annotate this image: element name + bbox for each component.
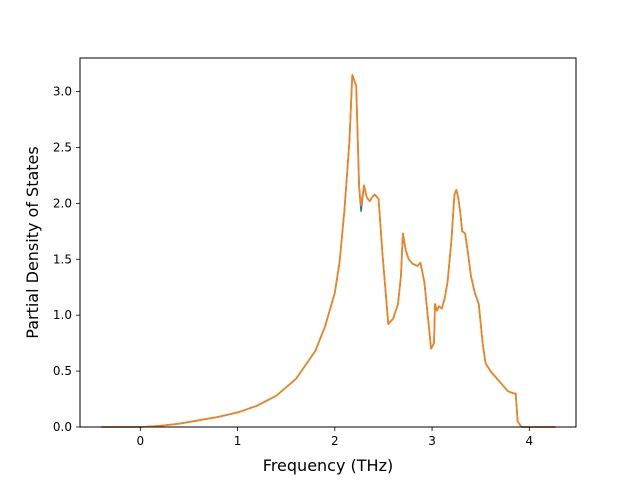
x-tick-label: 2 (331, 434, 339, 448)
x-tick-label: 4 (525, 434, 533, 448)
y-tick-label: 2.5 (53, 140, 72, 154)
series-line-2 (101, 73, 556, 428)
x-tick-label: 1 (234, 434, 242, 448)
y-tick-label: 1.0 (53, 308, 72, 322)
x-axis-ticks: 0 1 2 3 4 (136, 427, 533, 448)
x-tick-label: 3 (428, 434, 436, 448)
y-axis-label: Partial Density of States (23, 146, 42, 338)
series-layer (101, 73, 556, 428)
y-axis-ticks: 0.0 0.5 1.0 1.5 2.0 2.5 3.0 (53, 85, 80, 434)
axes-frame (79, 57, 577, 428)
y-tick-label: 1.5 (53, 252, 72, 266)
y-tick-label: 3.0 (53, 85, 72, 99)
y-tick-label: 2.0 (53, 196, 72, 210)
x-axis-label: Frequency (THz) (263, 456, 393, 475)
y-tick-label: 0.5 (53, 364, 72, 378)
x-tick-label: 0 (136, 434, 144, 448)
y-tick-label: 0.0 (53, 420, 72, 434)
